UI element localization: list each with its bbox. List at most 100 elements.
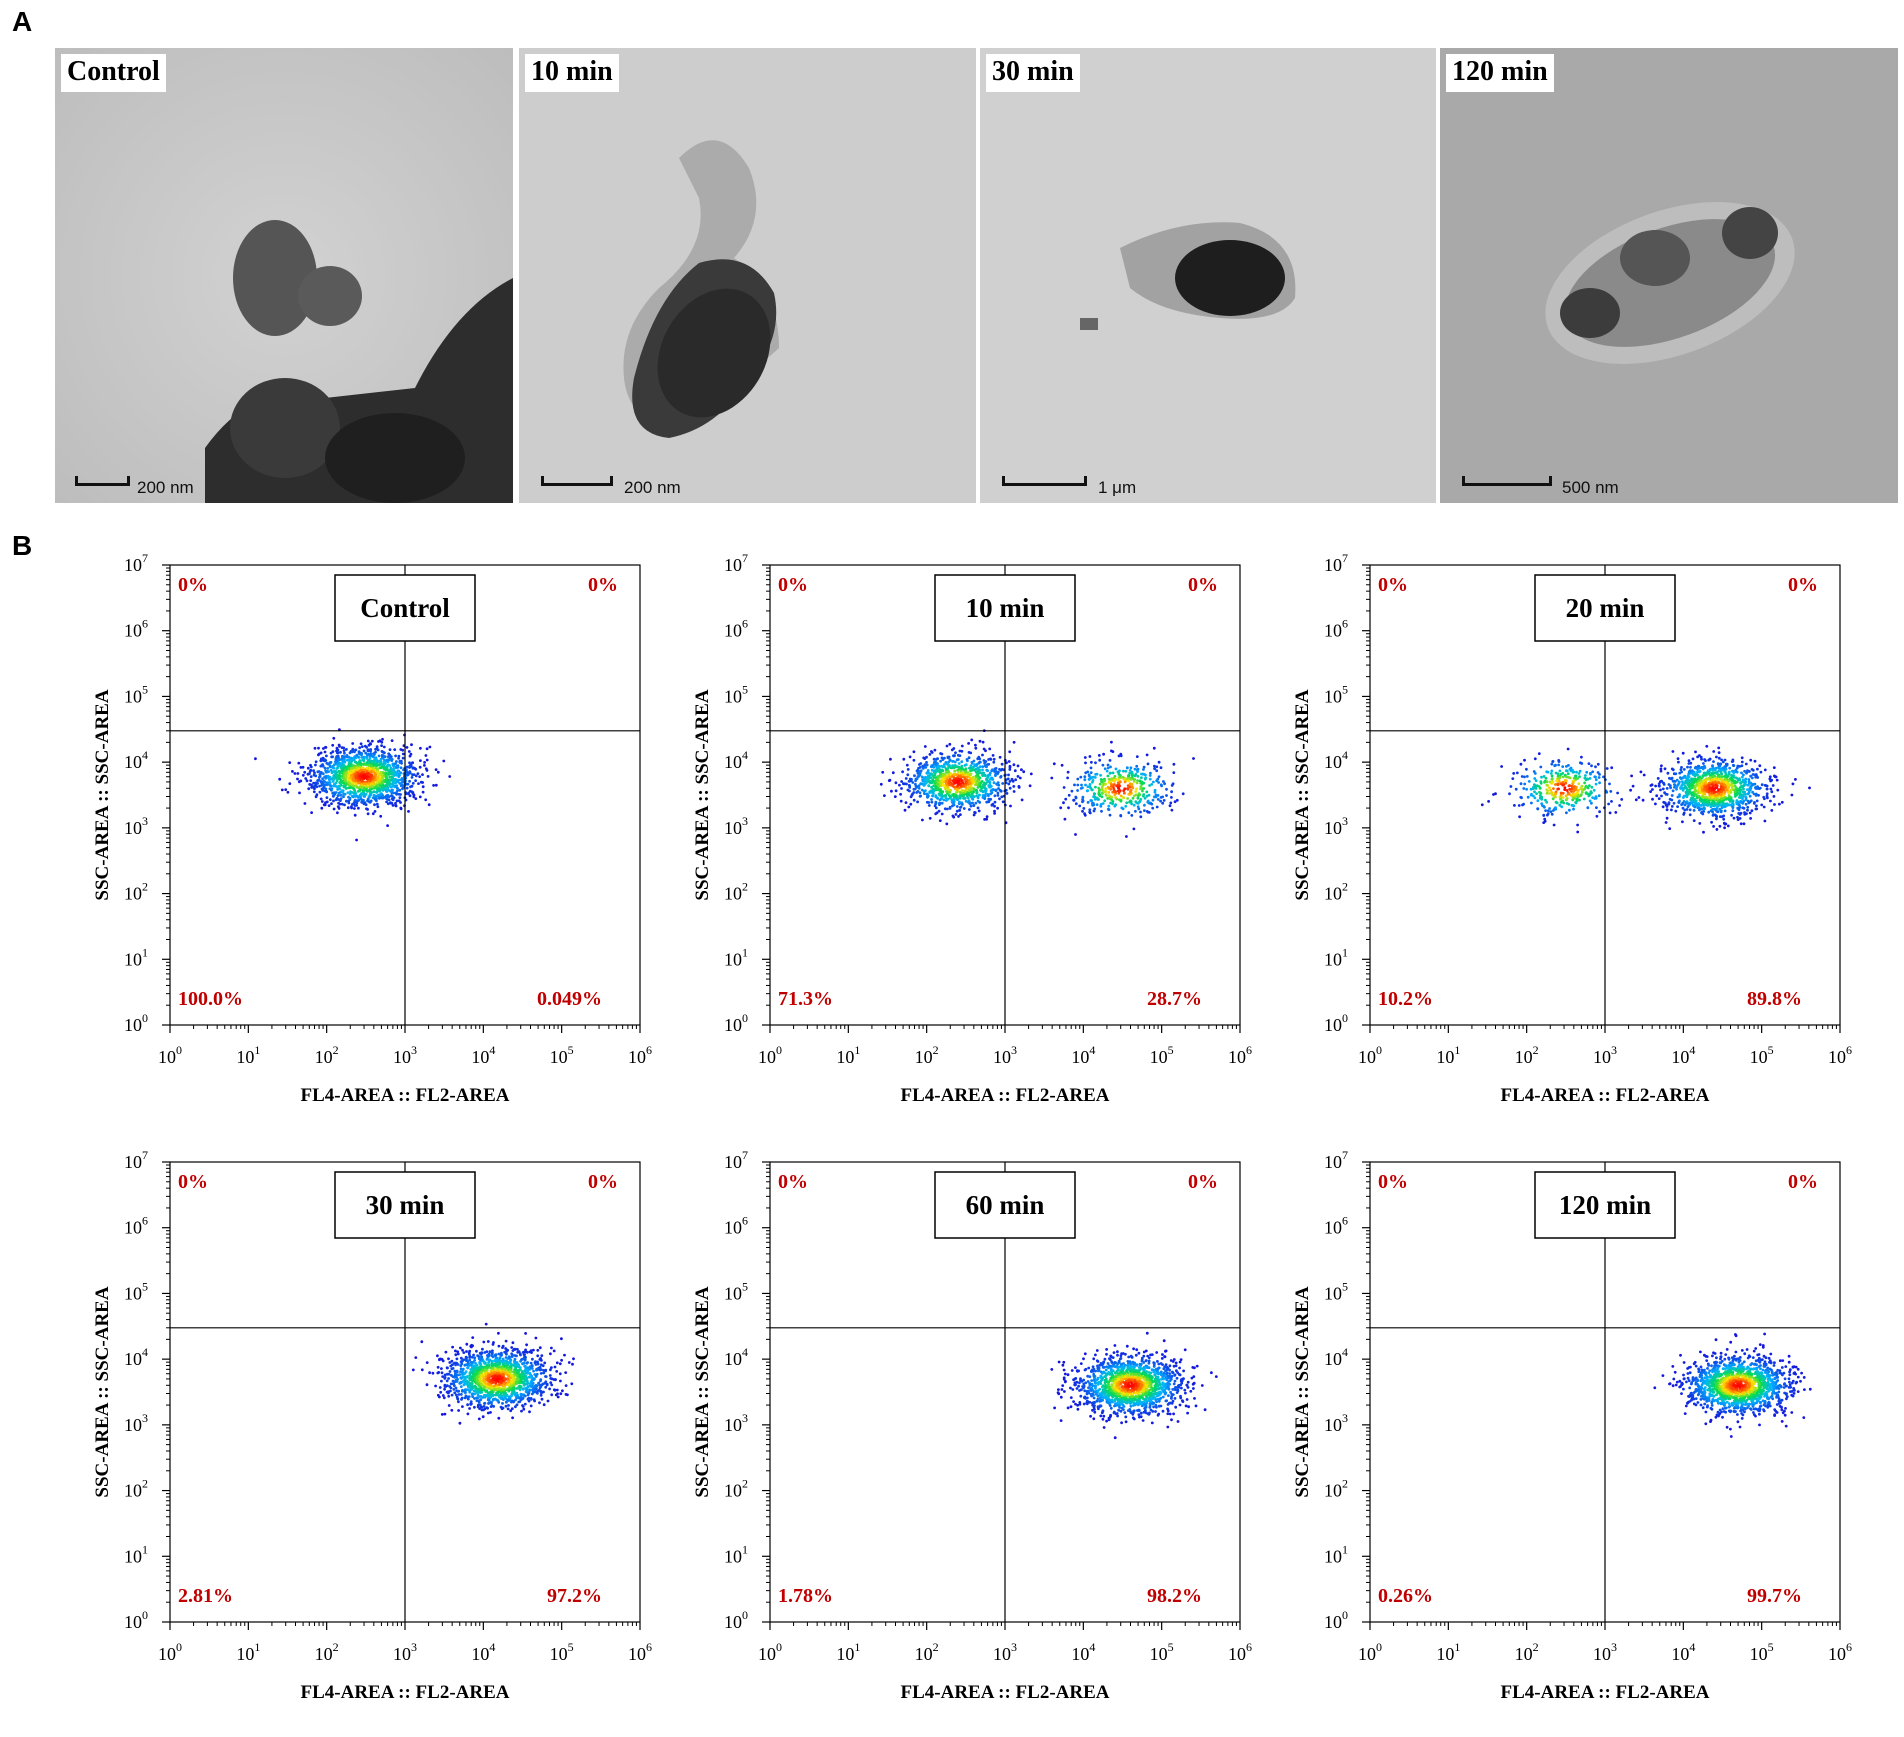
data-point [370,739,374,743]
data-point [1082,807,1086,810]
data-point [1066,770,1070,774]
data-point [1689,765,1692,769]
data-point [335,746,339,750]
data-point [398,788,402,792]
data-point [368,742,372,745]
data-point [1704,803,1708,807]
data-point [1631,784,1635,788]
data-point [398,796,402,799]
data-point [1494,792,1497,796]
data-point [972,765,976,769]
data-point [1083,813,1087,817]
data-point [362,802,366,806]
data-point [1678,795,1681,798]
data-point [1731,799,1735,802]
data-point [1105,769,1109,773]
data-point [410,743,413,747]
data-point [329,768,333,772]
data-point [1135,781,1139,785]
data-point [908,755,912,759]
data-point [1545,791,1549,795]
data-point [960,760,964,764]
data-point [323,759,326,763]
data-point [1704,773,1708,777]
data-point [319,771,323,774]
data-point [388,775,392,779]
data-point [1641,798,1645,802]
data-point [1113,793,1117,797]
data-point [945,790,948,793]
data-point [1671,750,1675,753]
data-point [898,783,901,787]
data-point [951,804,954,808]
data-point [1586,806,1590,810]
data-point [1136,779,1139,782]
data-point [1007,760,1011,763]
data-point [511,1341,515,1345]
data-point [1755,799,1759,803]
data-point [377,796,381,800]
plot-title: Control [360,593,450,623]
data-point [1127,779,1130,783]
data-point [408,794,412,798]
data-point [1151,798,1155,802]
x-tick-label: 105 [1150,1043,1174,1067]
data-point [1135,755,1139,758]
data-point [1704,781,1707,784]
data-point [1588,777,1592,780]
data-point [1715,755,1718,759]
data-point [390,775,394,778]
data-point [400,783,404,787]
data-point [389,766,393,770]
data-point [972,795,976,798]
data-point [1170,790,1173,794]
data-point [1654,784,1657,788]
data-point [347,801,351,805]
data-point [970,792,974,796]
tem-label-120min: 120 min [1446,54,1554,92]
data-point [381,796,385,800]
data-point [921,818,924,822]
data-point [1745,812,1748,816]
data-point [986,769,989,773]
data-point [913,787,917,791]
data-point [952,785,956,789]
data-point [1665,793,1669,796]
data-point [1666,771,1670,775]
data-point [998,797,1001,801]
data-point [1667,783,1671,786]
data-point [922,784,926,787]
data-point [998,768,1001,771]
data-point [948,742,952,746]
data-point [951,779,955,783]
data-point [985,800,989,804]
data-point [1776,788,1780,792]
data-point [1558,776,1562,779]
data-point [1148,777,1152,781]
data-point [1690,786,1694,790]
data-point [1692,819,1696,822]
data-point [475,1349,478,1353]
data-point [1740,800,1743,804]
data-point [1104,793,1108,796]
data-point [1088,755,1092,758]
data-point [927,801,931,804]
data-point [367,781,371,785]
data-point [420,1368,424,1372]
data-point [1665,816,1669,820]
data-point [949,772,953,775]
tem-image-control: 200 nm Control [55,48,513,503]
data-point [1700,811,1703,815]
data-point [344,787,348,790]
data-point [1537,785,1541,788]
data-point [1742,822,1746,826]
data-point [1699,804,1703,807]
data-point [942,798,946,802]
data-point [1028,784,1032,788]
data-point [936,762,939,766]
y-tick-label: 104 [724,748,748,772]
data-point [906,773,910,777]
data-point [997,787,1000,790]
data-point [405,746,409,749]
data-point [987,799,991,802]
